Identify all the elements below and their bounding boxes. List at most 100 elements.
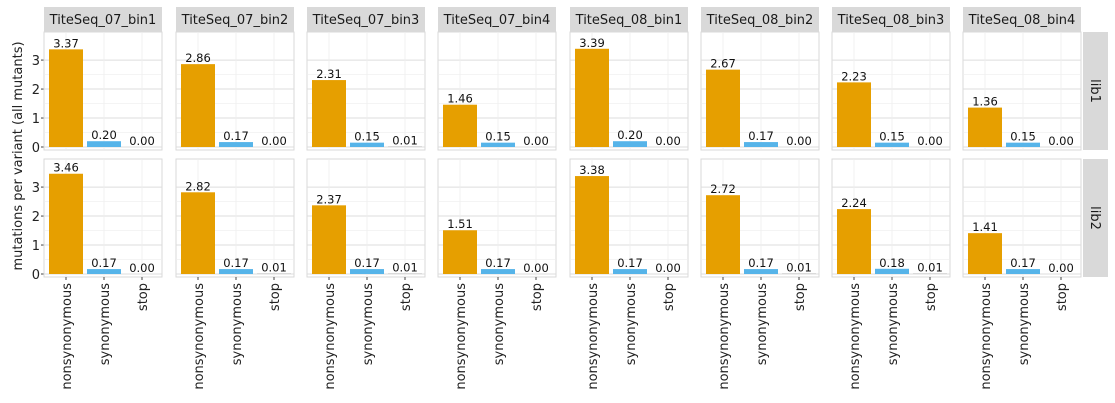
bar-value-label: 3.39: [579, 36, 605, 50]
bar-value-label: 2.67: [710, 57, 736, 71]
facet-strip-TiteSeq_08_bin1: [570, 7, 688, 32]
facet-strip-TiteSeq_07_bin1: [44, 7, 162, 32]
bar-nonsynonymous: [837, 82, 871, 147]
panel-lib2-TiteSeq_07_bin1: 3.46 0.17 0.00: [43, 158, 163, 278]
bar-synonymous: [481, 142, 515, 147]
x-tick-label: synonymous: [230, 283, 245, 365]
bar-value-label: 0.15: [354, 130, 380, 144]
bar-synonymous: [481, 269, 515, 274]
x-tick-label: synonymous: [98, 283, 113, 365]
bar-value-label: 0.17: [354, 256, 380, 270]
facet-strip-label: TiteSeq_07_bin3: [312, 13, 420, 28]
x-tick-label: synonymous: [624, 283, 639, 365]
bar-synonymous: [1006, 142, 1040, 147]
bar-value-label: 2.24: [841, 196, 867, 210]
x-tick-label: synonymous: [361, 283, 376, 365]
bar-synonymous: [613, 141, 647, 147]
bar-value-label: 0.15: [1010, 130, 1036, 144]
panel-lib2-TiteSeq_07_bin4: 1.51 0.17 0.00: [437, 158, 557, 278]
bar-nonsynonymous: [443, 104, 477, 147]
panel-lib1-TiteSeq_08_bin3: 2.23 0.15 0.00: [831, 31, 951, 151]
y-tick-label: 3: [32, 181, 40, 196]
bar-value-label: 1.46: [447, 92, 473, 106]
x-tick-label: nonsynonymous: [323, 283, 338, 390]
facet-strip-label: TiteSeq_07_bin1: [49, 13, 157, 28]
bar-synonymous: [744, 269, 778, 274]
bar-value-label: 0.00: [129, 134, 155, 148]
bar-value-label: 2.37: [316, 192, 342, 206]
x-tick-label: nonsynonymous: [848, 283, 863, 390]
bar-synonymous: [1006, 269, 1040, 274]
bar-value-label: 1.51: [447, 217, 473, 231]
bar-value-label: 0.00: [523, 134, 549, 148]
bar-synonymous: [87, 141, 121, 147]
x-tick-label: nonsynonymous: [586, 283, 601, 390]
panel-lib2-TiteSeq_07_bin2: 2.82 0.17 0.01: [175, 158, 295, 278]
x-tick-label: stop: [662, 283, 677, 311]
row-strip-label: lib2: [1087, 206, 1102, 230]
bar-synonymous: [350, 142, 384, 147]
row-strip-lib1: [1083, 32, 1108, 150]
bar-value-label: 0.01: [392, 134, 418, 148]
x-tick-label: stop: [268, 283, 283, 311]
facet-strip-label: TiteSeq_07_bin4: [443, 13, 551, 28]
bar-value-label: 0.17: [223, 256, 249, 270]
x-tick-label: nonsynonymous: [454, 283, 469, 390]
bar-value-label: 0.15: [485, 130, 511, 144]
bar-value-label: 2.86: [185, 51, 211, 65]
bar-value-label: 0.17: [1010, 256, 1036, 270]
bar-value-label: 2.31: [316, 67, 342, 81]
bar-value-label: 2.23: [841, 69, 867, 83]
panel-lib2-TiteSeq_08_bin3: 2.24 0.18 0.01: [831, 158, 951, 278]
facet-strip-TiteSeq_08_bin2: [701, 7, 819, 32]
x-tick-label: synonymous: [886, 283, 901, 365]
bar-synonymous: [219, 142, 253, 147]
bar-value-label: 0.00: [1048, 261, 1074, 275]
x-tick-label: nonsynonymous: [717, 283, 732, 390]
bar-value-label: 0.20: [617, 128, 643, 142]
panel-lib2-TiteSeq_07_bin3: 2.37 0.17 0.01: [306, 158, 426, 278]
row-strip-label: lib1: [1087, 79, 1102, 103]
bar-value-label: 2.72: [710, 182, 736, 196]
bar-value-label: 0.20: [91, 128, 117, 142]
row-strip-lib2: [1083, 159, 1108, 277]
y-tick-label: 0: [32, 141, 40, 156]
bar-nonsynonymous: [706, 69, 740, 147]
y-tick-label: 0: [32, 268, 40, 283]
panel-lib1-TiteSeq_07_bin2: 2.86 0.17 0.00: [175, 31, 295, 151]
x-tick-label: stop: [924, 283, 939, 311]
bar-value-label: 3.37: [53, 36, 79, 50]
x-tick-label: stop: [136, 283, 151, 311]
panel-lib1-TiteSeq_08_bin1: 3.39 0.20 0.00: [569, 31, 689, 151]
bar-value-label: 1.36: [972, 95, 998, 109]
bar-value-label: 0.01: [261, 261, 287, 275]
panel-lib2-TiteSeq_08_bin2: 2.72 0.17 0.01: [700, 158, 820, 278]
x-tick-label: synonymous: [1017, 283, 1032, 365]
facet-strip-label: TiteSeq_08_bin3: [837, 13, 945, 28]
bar-nonsynonymous: [312, 205, 346, 274]
bar-value-label: 0.18: [879, 256, 905, 270]
facet-strip-label: TiteSeq_08_bin2: [706, 13, 814, 28]
facet-strip-TiteSeq_07_bin4: [438, 7, 556, 32]
x-tick-label: nonsynonymous: [60, 283, 75, 390]
x-tick-label: nonsynonymous: [192, 283, 207, 390]
x-tick-label: stop: [399, 283, 414, 311]
y-tick-label: 1: [32, 112, 40, 127]
bar-nonsynonymous: [575, 48, 609, 147]
bar-value-label: 0.17: [223, 129, 249, 143]
bar-synonymous: [875, 142, 909, 147]
bar-nonsynonymous: [312, 80, 346, 147]
facet-strip-TiteSeq_07_bin2: [176, 7, 294, 32]
bar-value-label: 0.00: [655, 134, 681, 148]
panel-lib1-TiteSeq_07_bin4: 1.46 0.15 0.00: [437, 31, 557, 151]
bar-nonsynonymous: [968, 107, 1002, 147]
x-tick-label: synonymous: [755, 283, 770, 365]
bar-value-label: 0.17: [617, 256, 643, 270]
bar-value-label: 0.00: [1048, 134, 1074, 148]
facet-strip-label: TiteSeq_07_bin2: [181, 13, 289, 28]
bar-synonymous: [875, 268, 909, 274]
bar-nonsynonymous: [837, 209, 871, 274]
y-tick-label: 2: [32, 210, 40, 225]
panel-lib2-TiteSeq_08_bin4: 1.41 0.17 0.00: [962, 158, 1082, 278]
